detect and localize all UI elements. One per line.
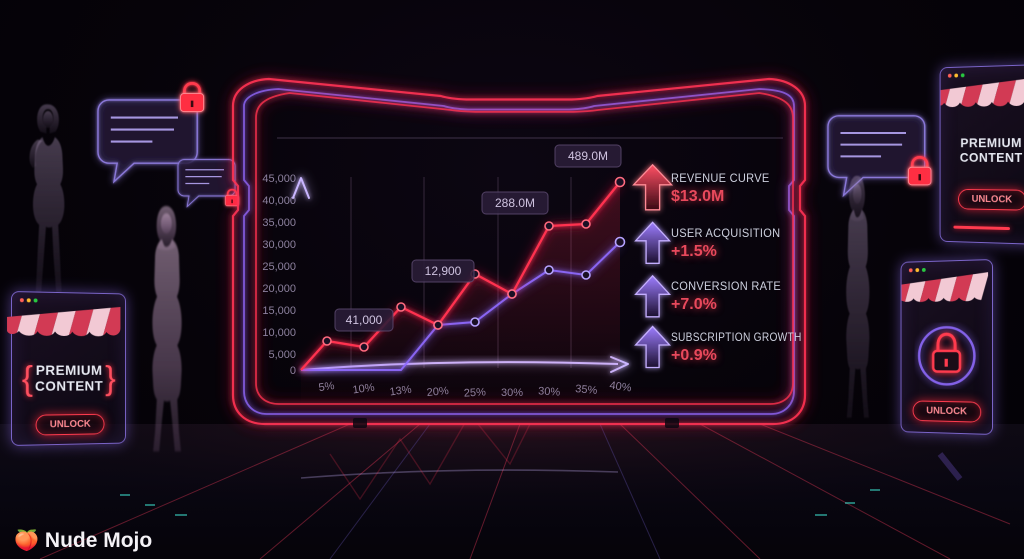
svg-text:12,900: 12,900 — [425, 264, 462, 278]
svg-text:10,000: 10,000 — [262, 327, 296, 339]
svg-text:0: 0 — [290, 365, 296, 377]
svg-text:15,000: 15,000 — [262, 305, 296, 317]
svg-text:41,000: 41,000 — [346, 313, 383, 327]
svg-text:20,000: 20,000 — [262, 283, 296, 295]
svg-text:5,000: 5,000 — [268, 349, 296, 361]
svg-text:35,000: 35,000 — [262, 217, 296, 229]
svg-text:25,000: 25,000 — [262, 261, 296, 273]
svg-text:45,000: 45,000 — [262, 173, 296, 185]
svg-text:40,000: 40,000 — [262, 195, 296, 207]
svg-text:489.0M: 489.0M — [568, 149, 608, 163]
svg-text:30,000: 30,000 — [262, 239, 296, 251]
svg-text:288.0M: 288.0M — [495, 196, 535, 210]
